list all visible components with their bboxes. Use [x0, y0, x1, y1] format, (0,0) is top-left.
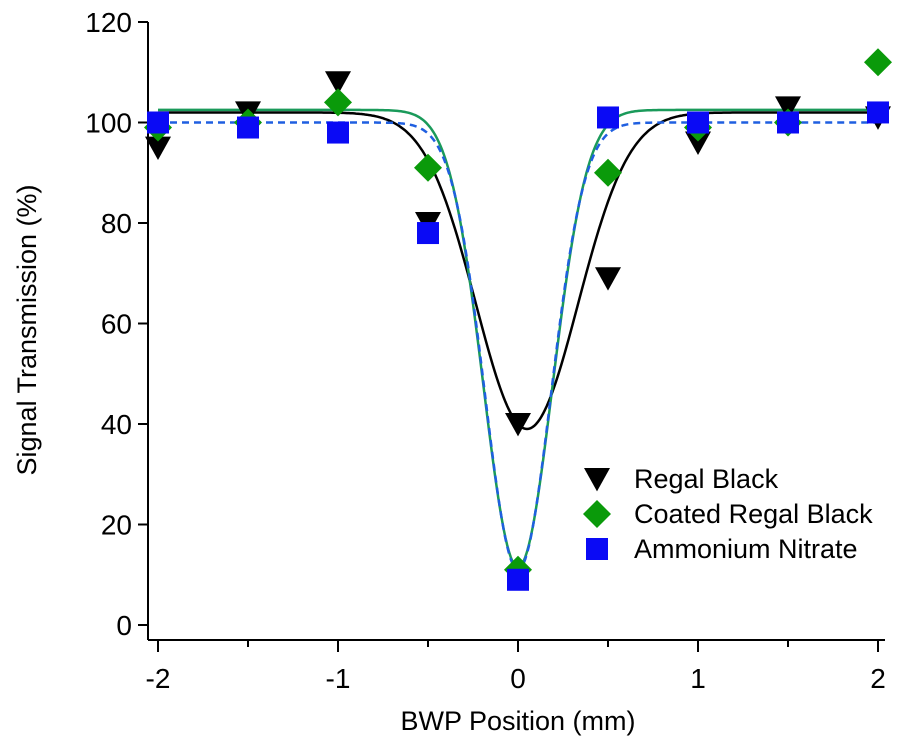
x-tick-label: -1 [326, 663, 351, 694]
x-tick-label: 1 [690, 663, 706, 694]
y-axis-title: Signal Transmission (%) [12, 184, 42, 475]
point-regal-black [145, 136, 171, 160]
x-tick-label: 0 [510, 663, 526, 694]
point-coated-regal-black [414, 153, 442, 182]
point-coated-regal-black [594, 158, 622, 187]
x-ticks: -2 -1 0 1 2 [146, 640, 886, 694]
y-tick-label: 40 [101, 409, 132, 440]
point-ammonium-nitrate [417, 222, 439, 245]
point-regal-black [325, 71, 351, 95]
point-regal-black [505, 412, 531, 437]
legend-entry-coated-regal-black-marker [583, 500, 611, 528]
fit-curve-regal-black [158, 111, 878, 431]
point-ammonium-nitrate [327, 121, 349, 144]
y-tick-label: 20 [101, 510, 132, 541]
point-coated-regal-black [324, 88, 352, 117]
point-regal-black [595, 267, 621, 291]
x-tick-label: -2 [146, 663, 171, 694]
y-tick-label: 120 [85, 7, 132, 38]
point-coated-regal-black [864, 48, 892, 77]
y-tick-label: 60 [101, 309, 132, 340]
legend-entry-regal-black-label: Regal Black [634, 464, 779, 494]
point-ammonium-nitrate [237, 116, 259, 139]
point-regal-black [685, 131, 711, 155]
y-ticks: 0 20 40 60 80 100 120 [85, 7, 148, 641]
point-ammonium-nitrate [507, 568, 529, 591]
point-ammonium-nitrate [147, 111, 169, 134]
y-tick-label: 80 [101, 208, 132, 239]
point-ammonium-nitrate [867, 101, 889, 124]
legend-entry-ammonium-nitrate-marker [586, 538, 608, 560]
point-ammonium-nitrate [597, 106, 619, 129]
y-tick-label: 0 [116, 610, 132, 641]
legend-entry-ammonium-nitrate-label: Ammonium Nitrate [634, 534, 858, 564]
y-tick-label: 100 [85, 108, 132, 139]
legend-entry-regal-black-marker [584, 467, 610, 492]
data-points [144, 48, 892, 591]
x-axis-title: BWP Position (mm) [400, 706, 635, 736]
point-ammonium-nitrate [687, 111, 709, 134]
point-regal-black [775, 96, 801, 120]
x-tick-label: 2 [870, 663, 886, 694]
point-ammonium-nitrate [777, 111, 799, 134]
legend: Regal Black Coated Regal Black Ammonium Ni… [583, 464, 873, 564]
legend-entry-coated-regal-black-label: Coated Regal Black [634, 499, 873, 529]
